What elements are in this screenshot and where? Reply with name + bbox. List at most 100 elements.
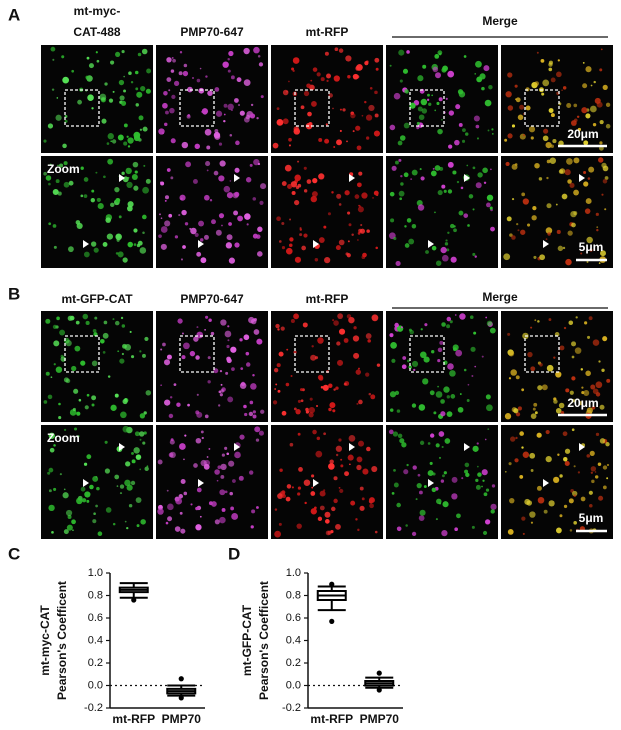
signal-spot <box>521 516 526 521</box>
signal-spot <box>545 238 548 241</box>
signal-spot <box>595 432 600 437</box>
signal-spot <box>76 222 83 230</box>
signal-spot <box>406 463 409 467</box>
signal-spot <box>545 455 552 463</box>
signal-spot <box>393 92 401 100</box>
signal-spot <box>49 163 52 166</box>
signal-spot <box>196 393 199 396</box>
signal-spot <box>557 59 560 62</box>
signal-spot <box>74 345 81 352</box>
signal-spot <box>393 482 399 488</box>
signal-spot <box>84 491 91 498</box>
signal-spot <box>128 71 132 75</box>
signal-spot <box>581 386 584 389</box>
signal-spot <box>192 77 194 79</box>
signal-spot <box>116 238 120 242</box>
signal-spot <box>102 332 109 339</box>
signal-spot <box>245 177 252 183</box>
signal-spot <box>437 128 443 135</box>
signal-spot <box>550 77 556 83</box>
signal-spot <box>519 431 524 436</box>
signal-spot <box>133 131 141 139</box>
signal-spot <box>441 184 446 189</box>
signal-spot <box>52 188 59 196</box>
signal-spot <box>505 91 512 98</box>
signal-spot <box>545 429 550 435</box>
signal-spot <box>419 440 425 445</box>
signal-spot <box>457 406 464 413</box>
signal-spot <box>275 323 280 329</box>
signal-spot <box>249 113 256 119</box>
signal-spot <box>130 81 134 84</box>
signal-spot <box>588 316 593 321</box>
signal-spot <box>66 524 73 531</box>
arrowhead <box>234 174 240 182</box>
signal-spot <box>218 404 221 407</box>
signal-spot <box>136 524 140 528</box>
signal-spot <box>475 478 479 483</box>
signal-spot <box>580 496 586 502</box>
signal-spot <box>128 503 133 508</box>
signal-spot <box>105 507 112 513</box>
signal-spot <box>548 67 553 72</box>
signal-spot <box>87 94 94 101</box>
signal-spot <box>229 491 233 496</box>
signal-spot <box>405 524 408 527</box>
signal-spot <box>170 69 175 73</box>
signal-spot <box>121 324 126 328</box>
signal-spot <box>324 138 330 144</box>
signal-spot <box>43 400 48 404</box>
signal-spot <box>311 101 317 107</box>
signal-spot <box>146 465 149 468</box>
signal-spot <box>220 383 223 386</box>
signal-spot <box>80 486 86 492</box>
signal-spot <box>219 160 226 167</box>
signal-spot <box>120 316 124 320</box>
signal-spot <box>470 346 476 352</box>
signal-spot <box>327 212 331 216</box>
signal-spot <box>401 364 407 370</box>
signal-spot <box>215 229 222 236</box>
signal-spot <box>297 160 300 163</box>
signal-spot <box>272 142 279 149</box>
signal-spot <box>507 332 511 336</box>
signal-spot <box>91 403 95 407</box>
signal-spot <box>537 320 540 323</box>
signal-spot <box>585 113 591 119</box>
signal-spot <box>437 359 441 363</box>
signal-spot <box>127 137 134 144</box>
signal-spot <box>302 322 308 328</box>
signal-spot <box>461 139 466 143</box>
signal-spot <box>189 350 196 357</box>
signal-spot <box>585 66 592 73</box>
signal-spot <box>195 524 202 531</box>
outlier <box>178 676 184 682</box>
signal-spot <box>427 442 431 445</box>
panel-label: A <box>8 5 20 24</box>
signal-spot <box>400 174 403 178</box>
signal-spot <box>195 437 202 444</box>
signal-spot <box>307 111 312 117</box>
signal-spot <box>260 409 265 414</box>
signal-spot <box>166 354 172 360</box>
signal-spot <box>279 468 283 472</box>
arrowhead <box>579 443 585 451</box>
signal-spot <box>115 51 121 57</box>
signal-spot <box>537 385 543 391</box>
signal-spot <box>43 171 47 176</box>
signal-spot <box>411 360 419 368</box>
signal-spot <box>134 431 140 437</box>
signal-spot <box>135 103 139 107</box>
signal-spot <box>53 245 57 249</box>
signal-spot <box>347 75 351 79</box>
signal-spot <box>368 392 372 396</box>
signal-spot <box>577 127 581 132</box>
signal-spot <box>339 488 344 494</box>
signal-spot <box>292 57 300 64</box>
signal-spot <box>396 409 401 413</box>
signal-spot <box>336 359 344 366</box>
signal-spot <box>392 431 399 437</box>
signal-spot <box>234 242 240 248</box>
signal-spot <box>349 463 351 466</box>
signal-spot <box>599 119 604 125</box>
